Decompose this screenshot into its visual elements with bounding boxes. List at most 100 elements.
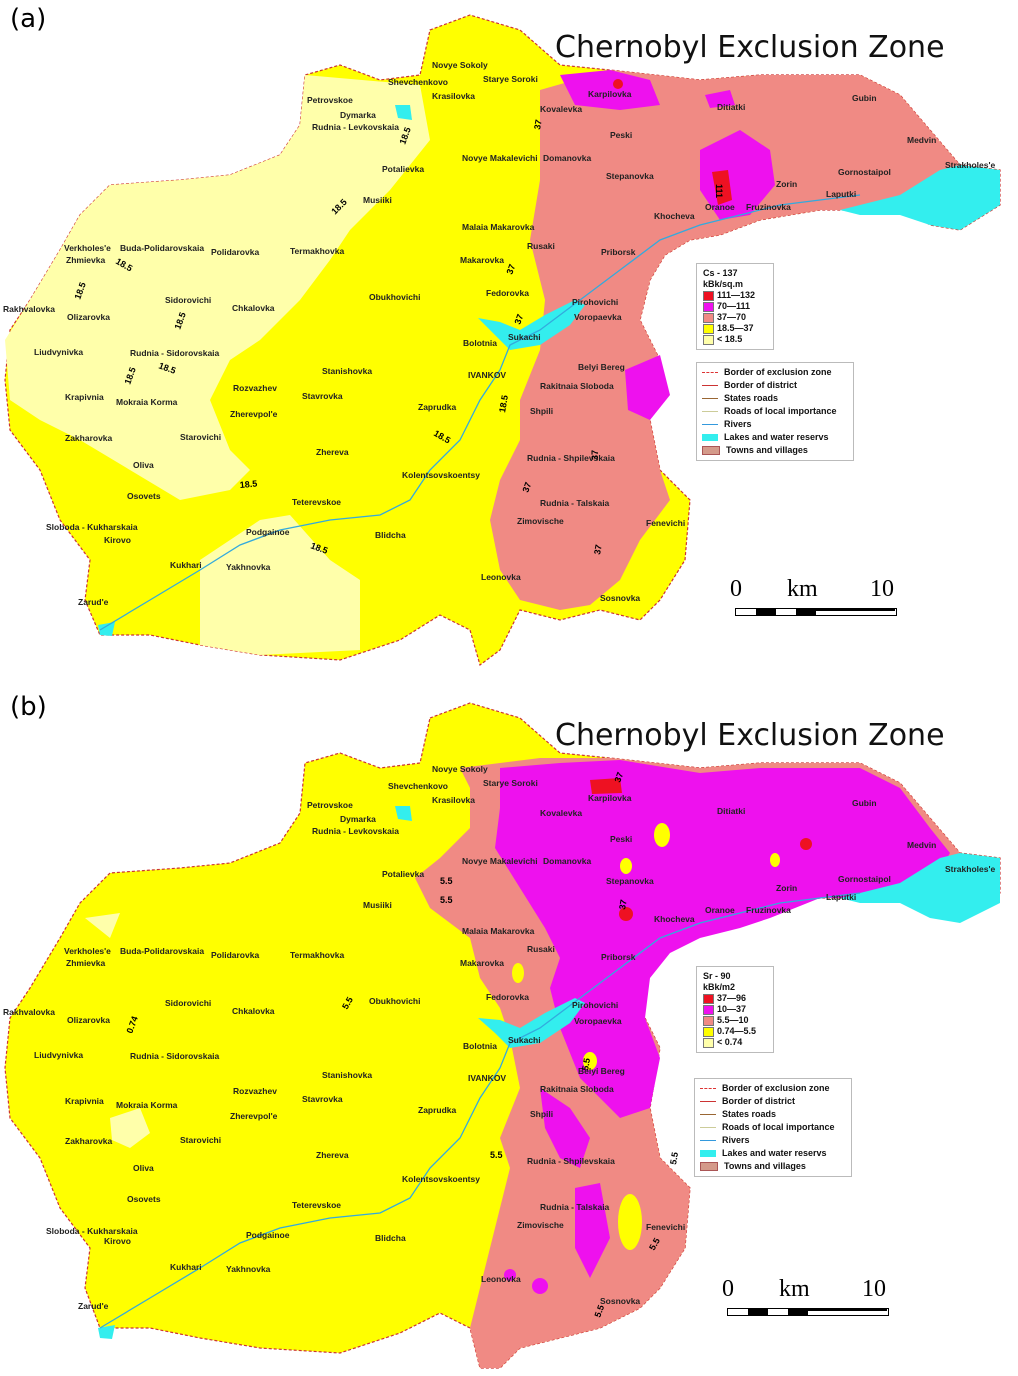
place-label: Rudnia - Levkovskaia [312,826,399,836]
zone-high-2 [560,70,660,110]
legend-rivers: Rivers [702,418,848,431]
contour-label: 18.5 [239,479,257,490]
place-label: Bolotnia [463,338,497,348]
place-label: Sukachi [508,1035,541,1045]
legend-class: < 18.5 [703,334,767,345]
place-label: Rakhvalovka [3,1007,55,1017]
zone-high-5 [504,1269,516,1281]
place-label: Teterevskoe [292,1200,341,1210]
legend-class: 18.5—37 [703,323,767,334]
place-label: Stanishovka [322,366,372,376]
place-label: Polidarovka [211,247,259,257]
zone-highest-3 [800,838,812,850]
place-label: Olizarovka [67,1015,110,1025]
map-title: Chernobyl Exclusion Zone [555,30,945,65]
place-label: Sidorovichi [165,295,211,305]
place-label: Ditiatki [717,102,745,112]
place-label: Fenevichi [646,1222,685,1232]
scalebar: 0 km 10 [730,576,915,616]
map-panel-cs137: Novye Sokoly Starye Soroki Shevchenkovo Kra… [0,0,1018,680]
place-label: Zherevpol'e [230,409,278,419]
legend-class: 37—70 [703,312,767,323]
zone-highest-2 [613,79,623,89]
place-label: Yakhnovka [226,562,271,572]
place-label: Zaprudka [418,402,457,412]
place-label: Gubin [852,798,877,808]
contour-label: 37 [504,263,517,276]
legend-local-roads: Roads of local importance [700,1121,846,1134]
zone-mid [490,70,960,610]
place-label: Zimovische [517,1220,564,1230]
place-label: Dymarka [340,110,376,120]
place-label: Krapivnia [65,1096,104,1106]
place-label: IVANKOV [468,370,506,380]
lake-north-east [840,165,1000,230]
place-label: Malaia Makarovka [462,222,535,232]
place-label: Sosnovka [600,1296,640,1306]
contour-label: 37 [617,899,629,911]
cs137-map: Novye Sokoly Starye Soroki Shevchenkovo Kra… [3,14,1001,667]
place-label: Kirovo [104,535,131,545]
place-label: Rakhvalovka [3,304,55,314]
place-label: Oranoe [705,905,735,915]
place-label: Mokraia Korma [116,397,178,407]
place-label: Podgainoe [246,527,290,537]
panel-label: (b) [10,692,47,722]
line-legend: Border of exclusion zone Border of distr… [696,362,854,461]
place-label: Domanovka [543,856,591,866]
place-label: Belyi Bereg [578,1066,625,1076]
place-label: Strakholes'e [945,160,995,170]
place-label: Karpilovka [588,89,632,99]
place-label: Blidcha [375,530,406,540]
place-label: IVANKOV [468,1073,506,1083]
place-label: Laputki [826,892,856,902]
place-label: Zhereva [316,1150,349,1160]
place-label: Krapivnia [65,392,104,402]
legend-class: 37—96 [703,993,767,1004]
place-label: Verkholes'e [64,243,111,253]
zone-highest-2 [619,907,633,921]
place-label: Sukachi [508,332,541,342]
contour-label: 5.5 [668,1151,680,1165]
place-label: Chkalovka [232,303,275,313]
zone-high-4 [705,90,735,108]
place-label: Voropaevka [574,312,622,322]
place-label: Osovets [127,491,161,501]
place-label: Fedorovka [486,288,529,298]
place-label: Karpilovka [588,793,632,803]
place-label: Fruzinovka [746,202,791,212]
place-label: Shevchenkovo [388,781,448,791]
legend-class: 10—37 [703,1004,767,1015]
place-label: Zimovische [517,516,564,526]
concentration-legend: Sr - 90 kBk/m2 37—96 10—37 5.5—10 0.74—5… [696,966,774,1053]
zone-highest-1 [712,170,732,205]
place-label: Musiiki [363,195,392,205]
place-label: Rakitnaia Sloboda [540,381,614,391]
place-label: Leonovka [481,572,521,582]
place-label: Zaprudka [418,1105,457,1115]
place-label: Starovichi [180,432,221,442]
legend-towns: Towns and villages [702,444,848,457]
place-label: Starye Soroki [483,74,538,84]
place-label: Rusaki [527,944,555,954]
place-label: Novye Sokoly [432,764,488,774]
lake-kyiv-reservoir [478,300,585,350]
zone-high-3 [575,1183,610,1278]
legend-towns: Towns and villages [700,1160,846,1173]
legend-class: 5.5—10 [703,1015,767,1026]
contour-label: 5.5 [580,1057,592,1071]
zone-lowest-2 [85,913,120,938]
place-label: Teterevskoe [292,497,341,507]
place-label: Zherevpol'e [230,1111,278,1121]
place-label: Rudnia - Shpilevskaia [527,453,615,463]
place-label: Rudnia - Levkovskaia [312,122,399,132]
map-panel-sr90: Novye Sokoly Starye Soroki Shevchenkovo Kra… [0,688,1018,1376]
place-label: Pirohovichi [572,297,618,307]
place-label: Mokraia Korma [116,1100,178,1110]
place-label: Oliva [133,1163,154,1173]
lake-small-2 [98,1325,115,1339]
place-label: Kukhari [170,1262,202,1272]
place-label: Leonovka [481,1274,521,1284]
place-label: Khocheva [654,211,695,221]
place-label: Khocheva [654,914,695,924]
